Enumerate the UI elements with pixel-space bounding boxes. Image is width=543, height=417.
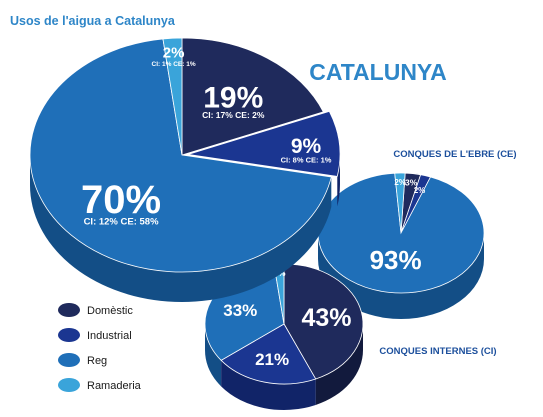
slice-label-industrial: 21% — [255, 350, 289, 369]
slice-label-ramaderia: 2% — [163, 44, 185, 61]
pie-slice-industrial — [187, 110, 341, 177]
chart-title: Usos de l'aigua a Catalunya — [10, 14, 176, 28]
pie-charts-group: 3%2%93%2%CONQUES DE L'EBRE (CE)43%21%33%… — [29, 37, 517, 411]
slice-label-reg: 33% — [223, 301, 257, 320]
pie-side-reg — [318, 233, 484, 319]
legend-swatch-reg — [58, 353, 80, 367]
legend-label-domestic: Domèstic — [87, 305, 133, 317]
slice-label-domestic: 19% — [203, 81, 263, 114]
slice-sublabel-reg: CI: 12% CE: 58% — [84, 217, 160, 228]
pie-name-conques-internes-ci: CONQUES INTERNES (CI) — [379, 346, 496, 357]
legend-swatch-ramaderia — [58, 378, 80, 392]
legend-swatch-industrial — [58, 328, 80, 342]
legend: Domèstic Industrial Reg Ramaderia — [58, 303, 142, 392]
pie-side-reg — [205, 324, 222, 387]
slice-label-reg: 93% — [370, 245, 422, 275]
slice-sublabel-industrial: CI: 8% CE: 1% — [281, 156, 332, 165]
legend-item-ramaderia: Ramaderia — [58, 378, 142, 392]
pie-slice-industrial — [220, 323, 317, 385]
slice-label-industrial: 9% — [291, 135, 322, 158]
legend-item-reg: Reg — [58, 353, 107, 367]
slice-label-reg: 70% — [81, 178, 161, 222]
pie-slice-ramaderia — [162, 37, 183, 156]
slice-label-industrial: 2% — [414, 186, 426, 195]
legend-label-ramaderia: Ramaderia — [87, 380, 142, 392]
slice-sublabel-ramaderia: CI: 1% CE: 1% — [152, 61, 196, 68]
slice-label-domestic: 3% — [405, 178, 418, 188]
pie-slice-ramaderia — [394, 172, 406, 234]
pie-slice-domestic — [283, 263, 364, 380]
slice-sublabel-domestic: CI: 17% CE: 2% — [202, 110, 265, 120]
pie-side-reg — [30, 155, 332, 302]
pie-name-conques-de-l-ebre-ce: CONQUES DE L'EBRE (CE) — [393, 149, 516, 160]
pie-slice-reg — [29, 38, 332, 273]
pie-conques-de-l-ebre-ce: 3%2% 93% 2% — [317, 172, 485, 319]
pie-slice-reg — [317, 172, 485, 294]
legend-item-domestic: Domèstic — [58, 303, 133, 317]
pie-slice-domestic — [181, 37, 324, 156]
legend-swatch-domestic — [58, 303, 80, 317]
pie-side-industrial — [221, 360, 316, 411]
legend-label-industrial: Industrial — [87, 330, 132, 342]
slice-label-domestic: 43% — [302, 304, 352, 332]
slice-label-ramaderia: 2% — [394, 178, 406, 187]
pie-catalunya: 19%CI: 17% CE: 2%9%CI: 8% CE: 1%70%CI: 1… — [29, 37, 341, 302]
legend-label-reg: Reg — [87, 355, 107, 367]
pie-side-domestic — [315, 324, 363, 405]
pie-name-catalunya: CATALUNYA — [309, 59, 447, 85]
legend-item-industrial: Industrial — [58, 328, 132, 342]
